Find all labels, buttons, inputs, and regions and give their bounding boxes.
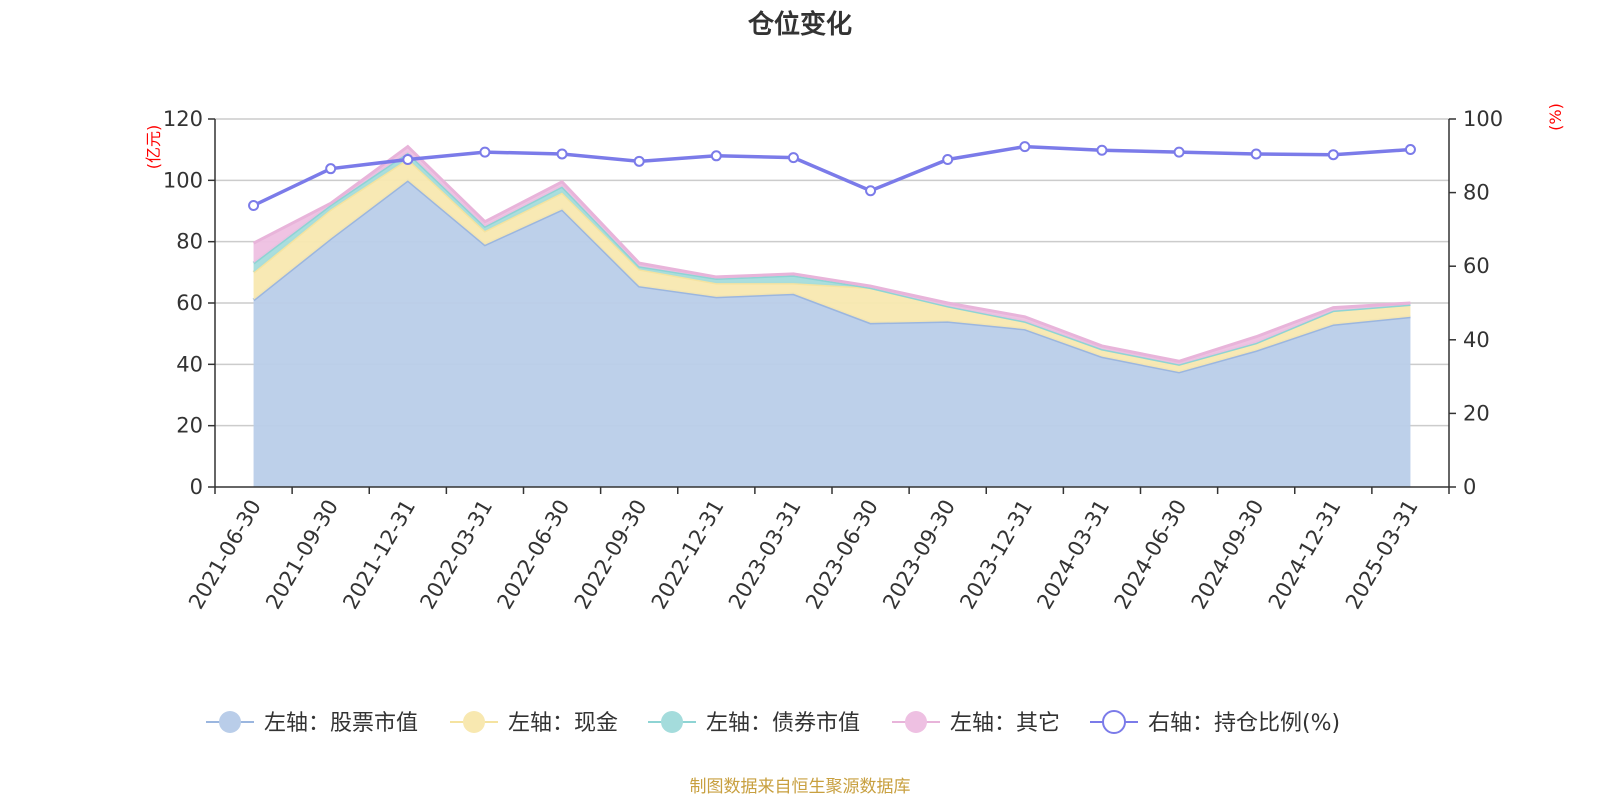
left-tick-label: 80 (176, 230, 203, 254)
x-tick-label: 2024-12-31 (1264, 496, 1346, 614)
legend-marker-2 (661, 711, 683, 733)
ratio-point (865, 185, 877, 197)
ratio-point (710, 150, 722, 162)
legend-marker-0 (219, 711, 241, 733)
ratio-point (942, 153, 954, 165)
x-tick-label: 2024-06-30 (1110, 496, 1192, 614)
right-axis-unit: (%) (1546, 103, 1565, 131)
area-edge-series-3 (252, 144, 1411, 363)
legend-label-4: 右轴：持仓比例(%) (1148, 711, 1340, 736)
ratio-point (1250, 148, 1262, 160)
x-tick-label: 2021-09-30 (261, 496, 343, 614)
legend-label-3: 左轴：其它 (950, 711, 1060, 736)
legend-label-2: 左轴：债券市值 (706, 711, 860, 736)
x-tick-label: 2024-03-31 (1032, 496, 1114, 614)
ratio-point (1019, 141, 1031, 153)
left-tick-label: 20 (176, 414, 203, 438)
ratio-point (787, 152, 799, 164)
ratio-line (248, 141, 1416, 211)
right-tick-label: 40 (1463, 328, 1490, 352)
right-tick-label: 60 (1463, 254, 1490, 278)
source-note: 制图数据来自恒生聚源数据库 (690, 777, 911, 797)
x-tick-label: 2023-06-30 (801, 496, 883, 614)
legend-marker-3 (905, 711, 927, 733)
left-tick-label: 60 (176, 291, 203, 315)
legend-marker-4 (1102, 710, 1126, 734)
right-tick-label: 20 (1463, 401, 1490, 425)
ratio-point (1096, 144, 1108, 156)
x-tick-label: 2025-03-31 (1341, 496, 1423, 614)
right-tick-label: 100 (1463, 107, 1503, 131)
x-tick-label: 2023-12-31 (955, 496, 1037, 614)
left-axis-unit: (亿元) (144, 125, 163, 170)
x-tick-label: 2022-09-30 (570, 496, 652, 614)
x-tick-label: 2023-03-31 (724, 496, 806, 614)
ratio-line-path (252, 144, 1411, 208)
stacked-areas (252, 144, 1411, 488)
left-tick-label: 120 (163, 107, 203, 131)
ratio-point (633, 155, 645, 167)
ratio-point (556, 148, 568, 160)
legend-label-0: 左轴：股票市值 (264, 711, 418, 736)
x-tick-label: 2022-06-30 (493, 496, 575, 614)
ratio-point (325, 163, 337, 175)
ratio-point (248, 199, 260, 211)
ratio-point (1327, 149, 1339, 161)
ratio-point (1404, 144, 1416, 156)
x-tick-label: 2024-09-30 (1187, 496, 1269, 614)
left-tick-label: 40 (176, 352, 203, 376)
area-series-0 (253, 180, 1411, 488)
right-tick-label: 80 (1463, 181, 1490, 205)
left-tick-label: 0 (190, 475, 203, 499)
legend-marker-1 (463, 711, 485, 733)
area-series-1 (253, 158, 1411, 372)
legend: 左轴：股票市值 左轴：现金 左轴：债券市值 左轴：其它 右轴：持仓比例(%) (206, 710, 1340, 736)
x-tick-label: 2023-09-30 (878, 496, 960, 614)
left-tick-label: 100 (163, 168, 203, 192)
x-tick-label: 2021-06-30 (184, 496, 266, 614)
legend-label-1: 左轴：现金 (508, 711, 618, 736)
right-tick-label: 0 (1463, 475, 1476, 499)
ratio-point (479, 146, 491, 158)
ratio-point (1173, 146, 1185, 158)
chart-title: 仓位变化 (747, 9, 852, 40)
ratio-point (402, 153, 414, 165)
x-tick-label: 2022-03-31 (415, 496, 497, 614)
x-tick-label: 2021-12-31 (338, 496, 420, 614)
x-tick-label: 2022-12-31 (647, 496, 729, 614)
